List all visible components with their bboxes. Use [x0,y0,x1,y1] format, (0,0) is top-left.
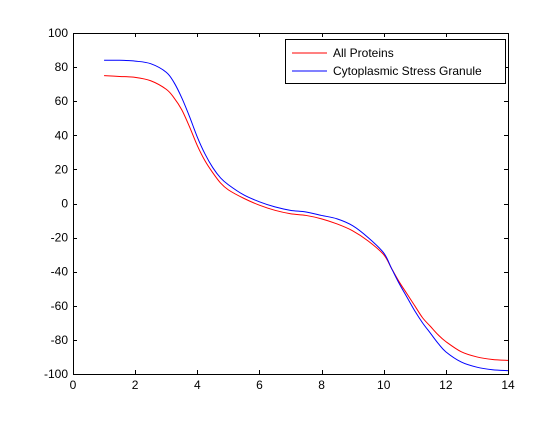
y-tick-label: 100 [48,26,68,40]
x-tick-label: 10 [377,378,391,392]
legend-box [285,39,506,84]
legend: All Proteins Cytoplasmic Stress Granule [285,39,506,84]
y-tick-label: -100 [44,367,68,381]
series-line-all-proteins [104,75,509,361]
y-tick-label: -60 [51,299,69,313]
x-tick-label: 14 [501,378,515,392]
x-tick-label: 12 [439,378,453,392]
y-tick-label: 40 [55,128,69,142]
legend-label: Cytoplasmic Stress Granule [333,64,482,78]
y-tick-label: 0 [61,197,68,211]
series-layer [104,59,509,372]
y-tick-label: 20 [55,162,69,176]
legend-label: All Proteins [333,46,394,60]
x-tick-label: 4 [194,378,201,392]
x-tick-label: 8 [318,378,325,392]
plot-background [73,33,508,374]
y-tick-label: -80 [51,333,69,347]
series-line-cytoplasmic-stress-granule [104,59,509,372]
y-tick-label: -40 [51,265,69,279]
y-tick-label: 60 [55,94,69,108]
x-tick-label: 2 [132,378,139,392]
y-tick-label: -20 [51,231,69,245]
axis-ticks: 0 2 4 6 8 10 12 14 100 80 60 40 20 0 -20 -40 -60 -80 -100 [44,26,515,392]
x-tick-label: 6 [256,378,263,392]
plot-area [73,33,508,374]
x-tick-label: 0 [70,378,77,392]
y-tick-label: 80 [55,60,69,74]
